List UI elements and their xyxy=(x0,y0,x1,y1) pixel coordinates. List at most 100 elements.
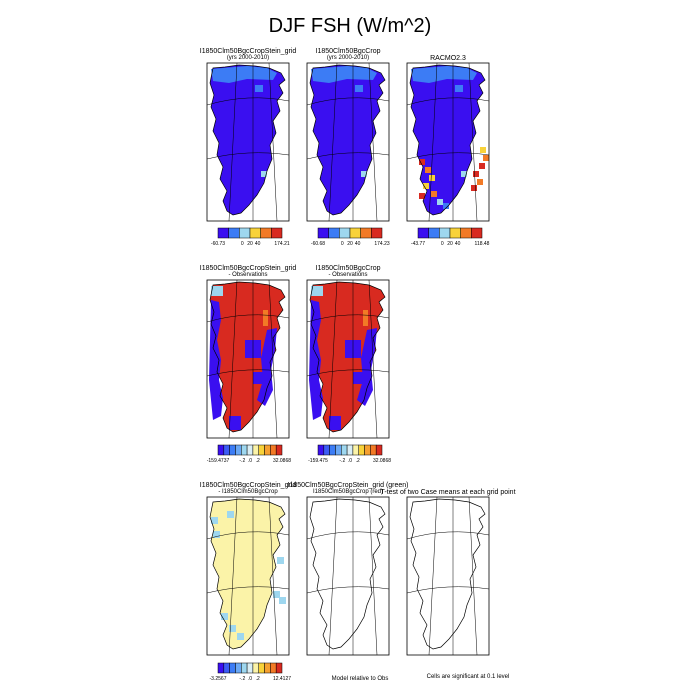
panel-6-colorbar-swatch xyxy=(235,662,242,674)
panel-5-colorbar-label: .2 xyxy=(356,458,360,464)
panel-5-colorbar-swatch xyxy=(341,444,348,456)
panel-5-cell xyxy=(363,310,368,326)
map-panel-3: RACMO2.3 xyxy=(406,55,490,222)
panel-5-graticule xyxy=(307,280,389,438)
panel-1-colorbar-swatch xyxy=(249,227,261,239)
panel-5-colorbar-label: -159.475 xyxy=(308,458,328,464)
panel-4-colorbar-swatch xyxy=(252,444,259,456)
panel-6-cell xyxy=(237,633,244,640)
panel-1-land-fill xyxy=(210,65,285,215)
panel-4-west-margin xyxy=(209,300,223,420)
panel-1-graticule xyxy=(207,63,289,221)
panel-3-cell xyxy=(461,171,467,177)
panel-1-colorbar-label: 0 xyxy=(241,241,244,247)
panel-3-frame xyxy=(406,62,490,222)
map-panel-6: I1850Clm50BgcCropStein_grid- I1850Clm50B… xyxy=(200,482,296,656)
panel-6-colorbar-swatch xyxy=(252,662,259,674)
map-panel-5: I1850Clm50BgcCrop- Observations xyxy=(306,265,390,439)
panel-3-colorbar-swatch xyxy=(460,227,472,239)
panel-5-east-margin xyxy=(357,328,377,406)
panel-8-graticule xyxy=(407,497,489,655)
panel-3-warm-cell xyxy=(477,179,483,185)
panel-2-coastline xyxy=(309,64,386,216)
panel-6-colorbar-label: 12.4127 xyxy=(273,676,291,682)
panel-6-coastline xyxy=(209,498,286,650)
panel-2-colorbar: -60.68 0 20 40 174.23 xyxy=(311,227,390,247)
panel-2-colorbar-swatch xyxy=(360,227,372,239)
panel-2-colorbar-swatch xyxy=(328,227,340,239)
panel-5-title-line-2: - Observations xyxy=(328,272,367,278)
panel-2-north-cells xyxy=(311,66,377,83)
panel-7-title-line-2: I1850Clm50BgcCrop (red) xyxy=(313,489,383,495)
panel-2-title-line-1: I1850Clm50BgcCrop xyxy=(316,48,381,55)
panel-1-colorbar-label: 40 xyxy=(255,241,261,247)
panel-6-cell xyxy=(277,557,284,564)
panel-4-colorbar-label: .0 xyxy=(248,458,252,464)
panel-1-colorbar-swatch xyxy=(217,227,229,239)
panel-3-warm-cell xyxy=(423,183,429,189)
map-panel-2: I1850Clm50BgcCrop(yrs 2000-2010) xyxy=(306,48,390,222)
panel-5-colorbar: -159.475 -.2.0 .2 32.0868 xyxy=(308,444,391,464)
panel-8-coastline xyxy=(409,498,486,650)
panel-6-frame xyxy=(206,496,290,656)
panel-6-land-fill xyxy=(210,499,285,649)
panel-3-graticule xyxy=(407,63,489,221)
panel-4-south-blue xyxy=(229,416,241,430)
panel-4-colorbar-swatch xyxy=(217,444,225,456)
panel-6-cell xyxy=(279,597,286,604)
panel-5-frame xyxy=(306,279,390,439)
panel-6-cell xyxy=(221,613,228,620)
panel-5-colorbar-label: 32.0868 xyxy=(373,458,391,464)
panel-4-colorbar: -159.4737 -.2.0 .2 32.0868 xyxy=(207,444,291,464)
panel-2-colorbar-label: 174.23 xyxy=(374,241,390,247)
panel-4-colorbar-swatch xyxy=(229,444,236,456)
panel-1-colorbar-label: -60.73 xyxy=(211,241,225,247)
panel-7-title-line-1: I1850Clm50BgcCropStein_grid (green) xyxy=(287,482,408,489)
panel-3-colorbar-label: 118.48 xyxy=(475,241,490,247)
panel-4-east-margin xyxy=(257,328,277,406)
panel-4-inner-blue xyxy=(253,372,263,384)
panel-5-colorbar-swatch xyxy=(317,444,325,456)
panel-5-inner-blue xyxy=(353,372,363,384)
panel-6-colorbar-swatch xyxy=(264,662,271,674)
panel-3-land-fill xyxy=(410,65,485,215)
map-panel-7: I1850Clm50BgcCropStein_grid (green)I1850… xyxy=(287,482,409,656)
panel-1-colorbar-label: 20 xyxy=(247,241,253,247)
panel-6-colorbar-swatch xyxy=(223,662,230,674)
panel-4-colorbar-label: -.2 xyxy=(239,458,245,464)
panel-4-colorbar-swatch xyxy=(275,444,283,456)
map-panel-4: I1850Clm50BgcCropStein_grid- Observation… xyxy=(200,265,297,439)
panel-3-colorbar-label: 40 xyxy=(455,241,461,247)
panel-2-frame xyxy=(306,62,390,222)
panel-6-cell xyxy=(213,531,220,538)
panel-3-colorbar-swatch xyxy=(439,227,451,239)
panel-6-colorbar-swatch xyxy=(241,662,248,674)
panel-6-colorbar-swatch xyxy=(275,662,283,674)
panel-2-colorbar-label: -60.68 xyxy=(311,241,325,247)
panel-3-warm-cell xyxy=(437,199,443,205)
panel-1-coastline xyxy=(209,64,286,216)
panel-6-colorbar-swatch xyxy=(217,662,225,674)
panel-8-frame xyxy=(406,496,490,656)
map-panel-8: T-test of two Case means at each grid po… xyxy=(380,489,516,656)
panel-1-title-line-1: I1850Clm50BgcCropStein_grid xyxy=(200,48,297,55)
panel-5-colorbar-label: -.2 xyxy=(339,458,345,464)
panel-3-warm-cell xyxy=(443,203,449,209)
panel-3-warm-cell xyxy=(479,163,485,169)
panel-4-title-line-1: I1850Clm50BgcCropStein_grid xyxy=(200,265,297,272)
panel-4-colorbar-swatch xyxy=(270,444,277,456)
panel-4-cell xyxy=(263,310,268,326)
panel-4-colorbar-label: .2 xyxy=(256,458,260,464)
footer-significance: Cells are significant at 0.1 level xyxy=(427,674,510,680)
panel-3-colorbar-swatch xyxy=(417,227,429,239)
panel-5-title-line-1: I1850Clm50BgcCrop xyxy=(316,265,381,272)
panel-4-colorbar-label: -159.4737 xyxy=(207,458,230,464)
panel-5-colorbar-swatch xyxy=(352,444,359,456)
panel-3-colorbar-swatch xyxy=(428,227,440,239)
panel-4-colorbar-label: 32.0868 xyxy=(273,458,291,464)
panel-1-colorbar: -60.73 0 20 40 174.21 xyxy=(211,227,290,247)
panel-3-colorbar-swatch xyxy=(449,227,461,239)
panel-6-cell xyxy=(273,591,280,598)
panel-2-cell xyxy=(361,171,367,177)
panel-3-warm-cell xyxy=(431,191,437,197)
